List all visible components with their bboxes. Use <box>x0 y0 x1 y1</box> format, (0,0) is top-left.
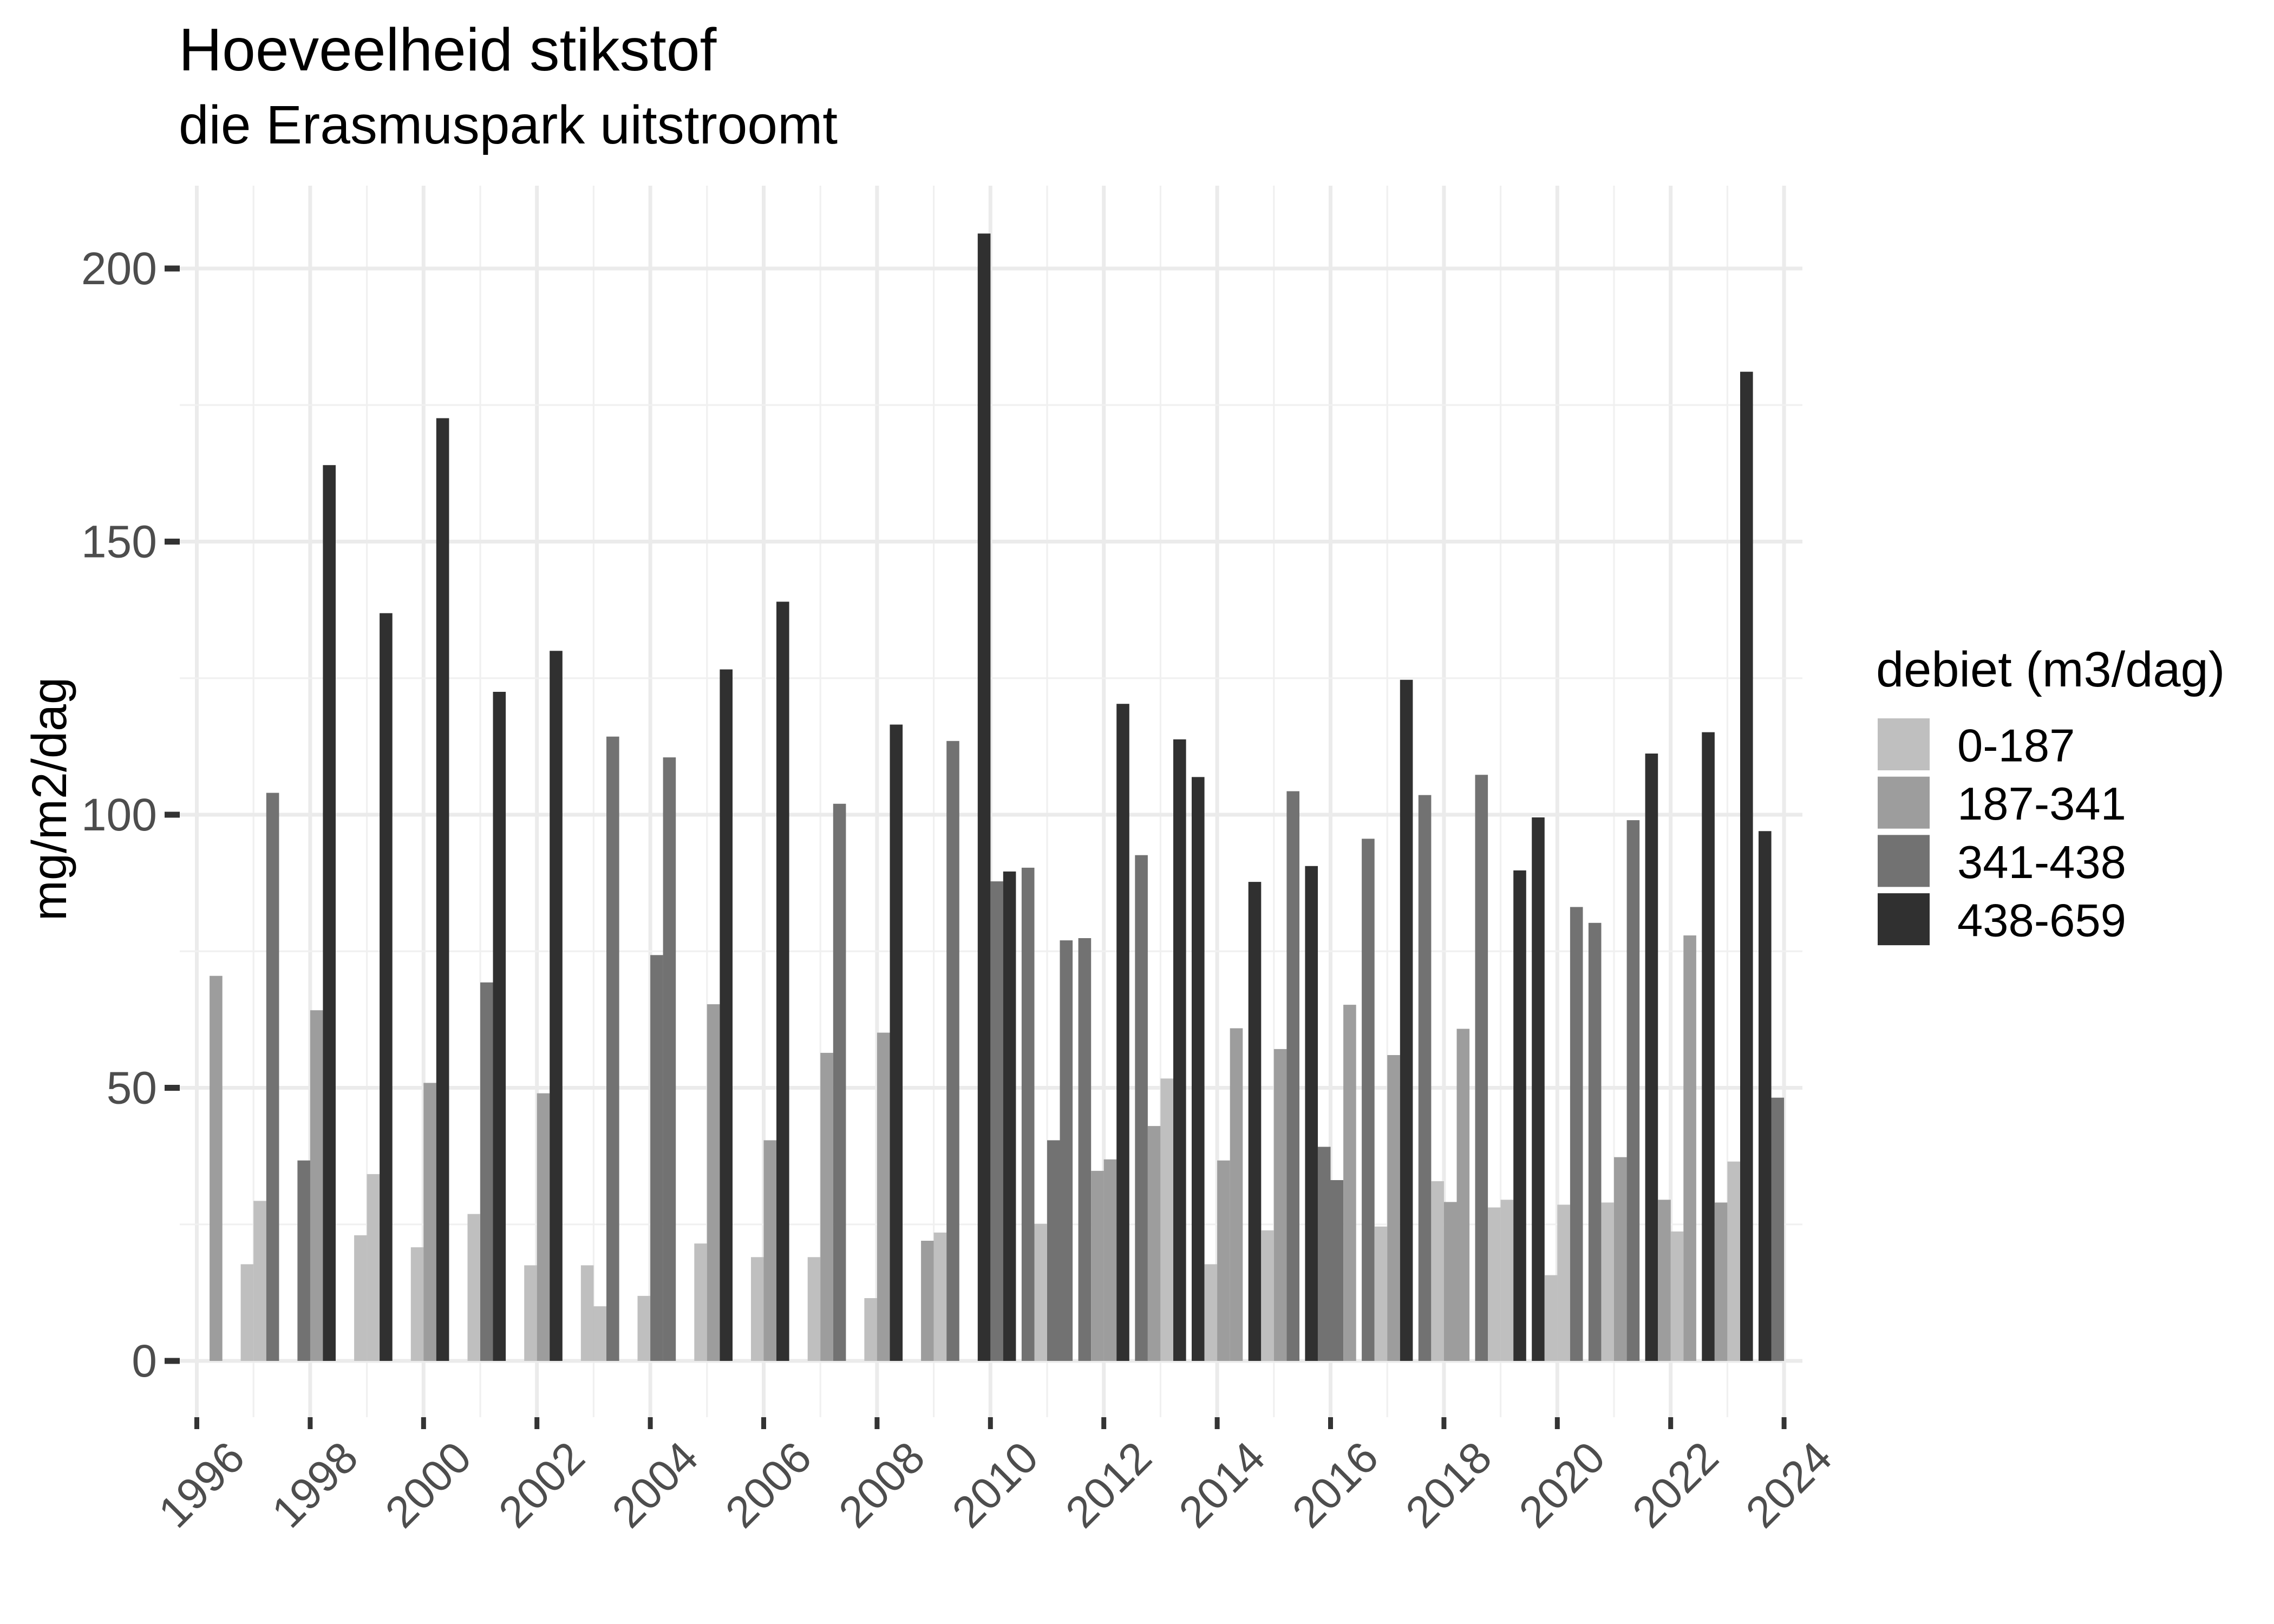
svg-text:200: 200 <box>81 243 157 294</box>
svg-text:mg/m2/dag: mg/m2/dag <box>23 677 77 921</box>
svg-text:438-659: 438-659 <box>1957 895 2126 947</box>
svg-text:150: 150 <box>81 516 157 567</box>
svg-text:187-341: 187-341 <box>1957 778 2126 830</box>
svg-text:341-438: 341-438 <box>1957 837 2126 888</box>
svg-text:0: 0 <box>132 1335 157 1386</box>
svg-text:die Erasmuspark uitstroomt: die Erasmuspark uitstroomt <box>179 95 838 155</box>
svg-text:debiet (m3/dag): debiet (m3/dag) <box>1876 642 2225 697</box>
svg-text:50: 50 <box>107 1063 157 1114</box>
svg-text:100: 100 <box>81 789 157 840</box>
svg-text:Hoeveelheid stikstof: Hoeveelheid stikstof <box>179 16 717 83</box>
svg-text:0-187: 0-187 <box>1957 721 2075 772</box>
